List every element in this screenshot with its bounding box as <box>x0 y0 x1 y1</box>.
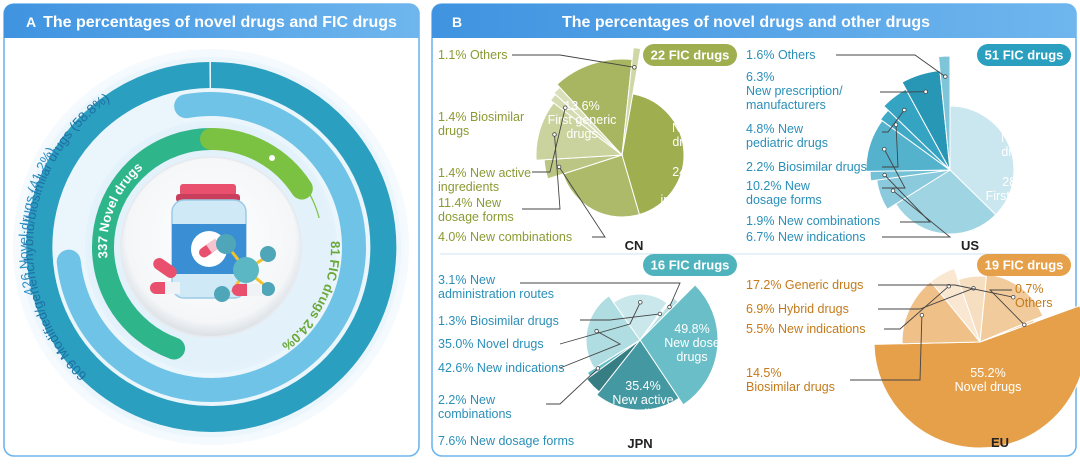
outside-label-eu-new-indications: 5.5% New indications <box>746 322 866 336</box>
leader-dot-jpn-new-combinations <box>596 367 600 371</box>
leader-dot-jpn-novel-drugs <box>639 301 643 305</box>
outside-label-cn-others: 1.1% Others <box>438 48 507 62</box>
badge-jpn-text: 16 FIC drugs <box>651 258 730 273</box>
outside-label-jpn-biosimilar-drugs: 1.3% Biosimilar drugs <box>438 314 559 328</box>
leader-dot-eu-biosimilar-drugs <box>920 313 924 317</box>
panel-b-title: The percentages of novel drugs and other… <box>562 14 930 31</box>
leader-dot-cn-others <box>633 66 637 70</box>
leader-dot-jpn-new-indications <box>595 329 599 333</box>
outside-label-us-new-indications: 6.7% New indications <box>746 230 866 244</box>
leader-dot-us-new-dosage-forms <box>883 147 887 151</box>
outside-label-jpn-new-indications: 42.6% New indications <box>438 361 564 375</box>
panel-b: B The percentages of novel drugs and oth… <box>432 4 1080 456</box>
region-label-us: US <box>961 238 979 253</box>
region-label-jpn: JPN <box>627 436 652 451</box>
outside-label-eu-hybrid-drugs: 6.9% Hybrid drugs <box>746 302 849 316</box>
outside-label-cn-new-combinations: 4.0% New combinations <box>438 230 572 244</box>
leader-dot-eu-others <box>1023 323 1027 327</box>
badge-us-text: 51 FIC drugs <box>985 48 1064 63</box>
leader-dot-jpn-new-administration-routes <box>668 305 672 309</box>
fic-marker <box>269 155 275 161</box>
leader-dot-us-others <box>944 75 948 79</box>
outside-label-us-biosimilar-drugs: 2.2% Biosimilar drugs <box>746 160 867 174</box>
leader-dot-us-new-indications <box>891 189 895 193</box>
outside-label-us-new-combinations: 1.9% New combinations <box>746 214 880 228</box>
leader-dot-cn-new-active-ingredients <box>564 106 568 110</box>
region-label-eu: EU <box>991 435 1009 450</box>
panel-a-letter: A <box>26 14 36 30</box>
panel-a-title: The percentages of novel drugs and FIC d… <box>43 14 397 31</box>
leader-dot-cn-new-dosage-forms <box>553 133 557 137</box>
panel-a: A The percentages of novel drugs and FIC… <box>4 4 419 456</box>
badge-eu-text: 19 FIC drugs <box>985 258 1064 273</box>
leader-dot-us-new-prescription-manufacturers <box>924 90 928 94</box>
outside-label-jpn-novel-drugs: 35.0% Novel drugs <box>438 337 544 351</box>
badge-cn-text: 22 FIC drugs <box>651 48 730 63</box>
outside-label-jpn-new-dosage-forms: 7.6% New dosage forms <box>438 434 574 448</box>
leader-dot-us-new-pediatric-drugs <box>903 108 907 112</box>
leader-dot-cn-new-combinations <box>557 165 561 169</box>
leader-dot-us-new-combinations <box>883 173 887 177</box>
outside-label-eu-generic-drugs: 17.2% Generic drugs <box>746 278 863 292</box>
region-label-cn: CN <box>625 238 644 253</box>
outside-label-us-others: 1.6% Others <box>746 48 815 62</box>
leader-dot-jpn-biosimilar-drugs <box>658 312 662 316</box>
panel-b-letter: B <box>452 14 462 30</box>
